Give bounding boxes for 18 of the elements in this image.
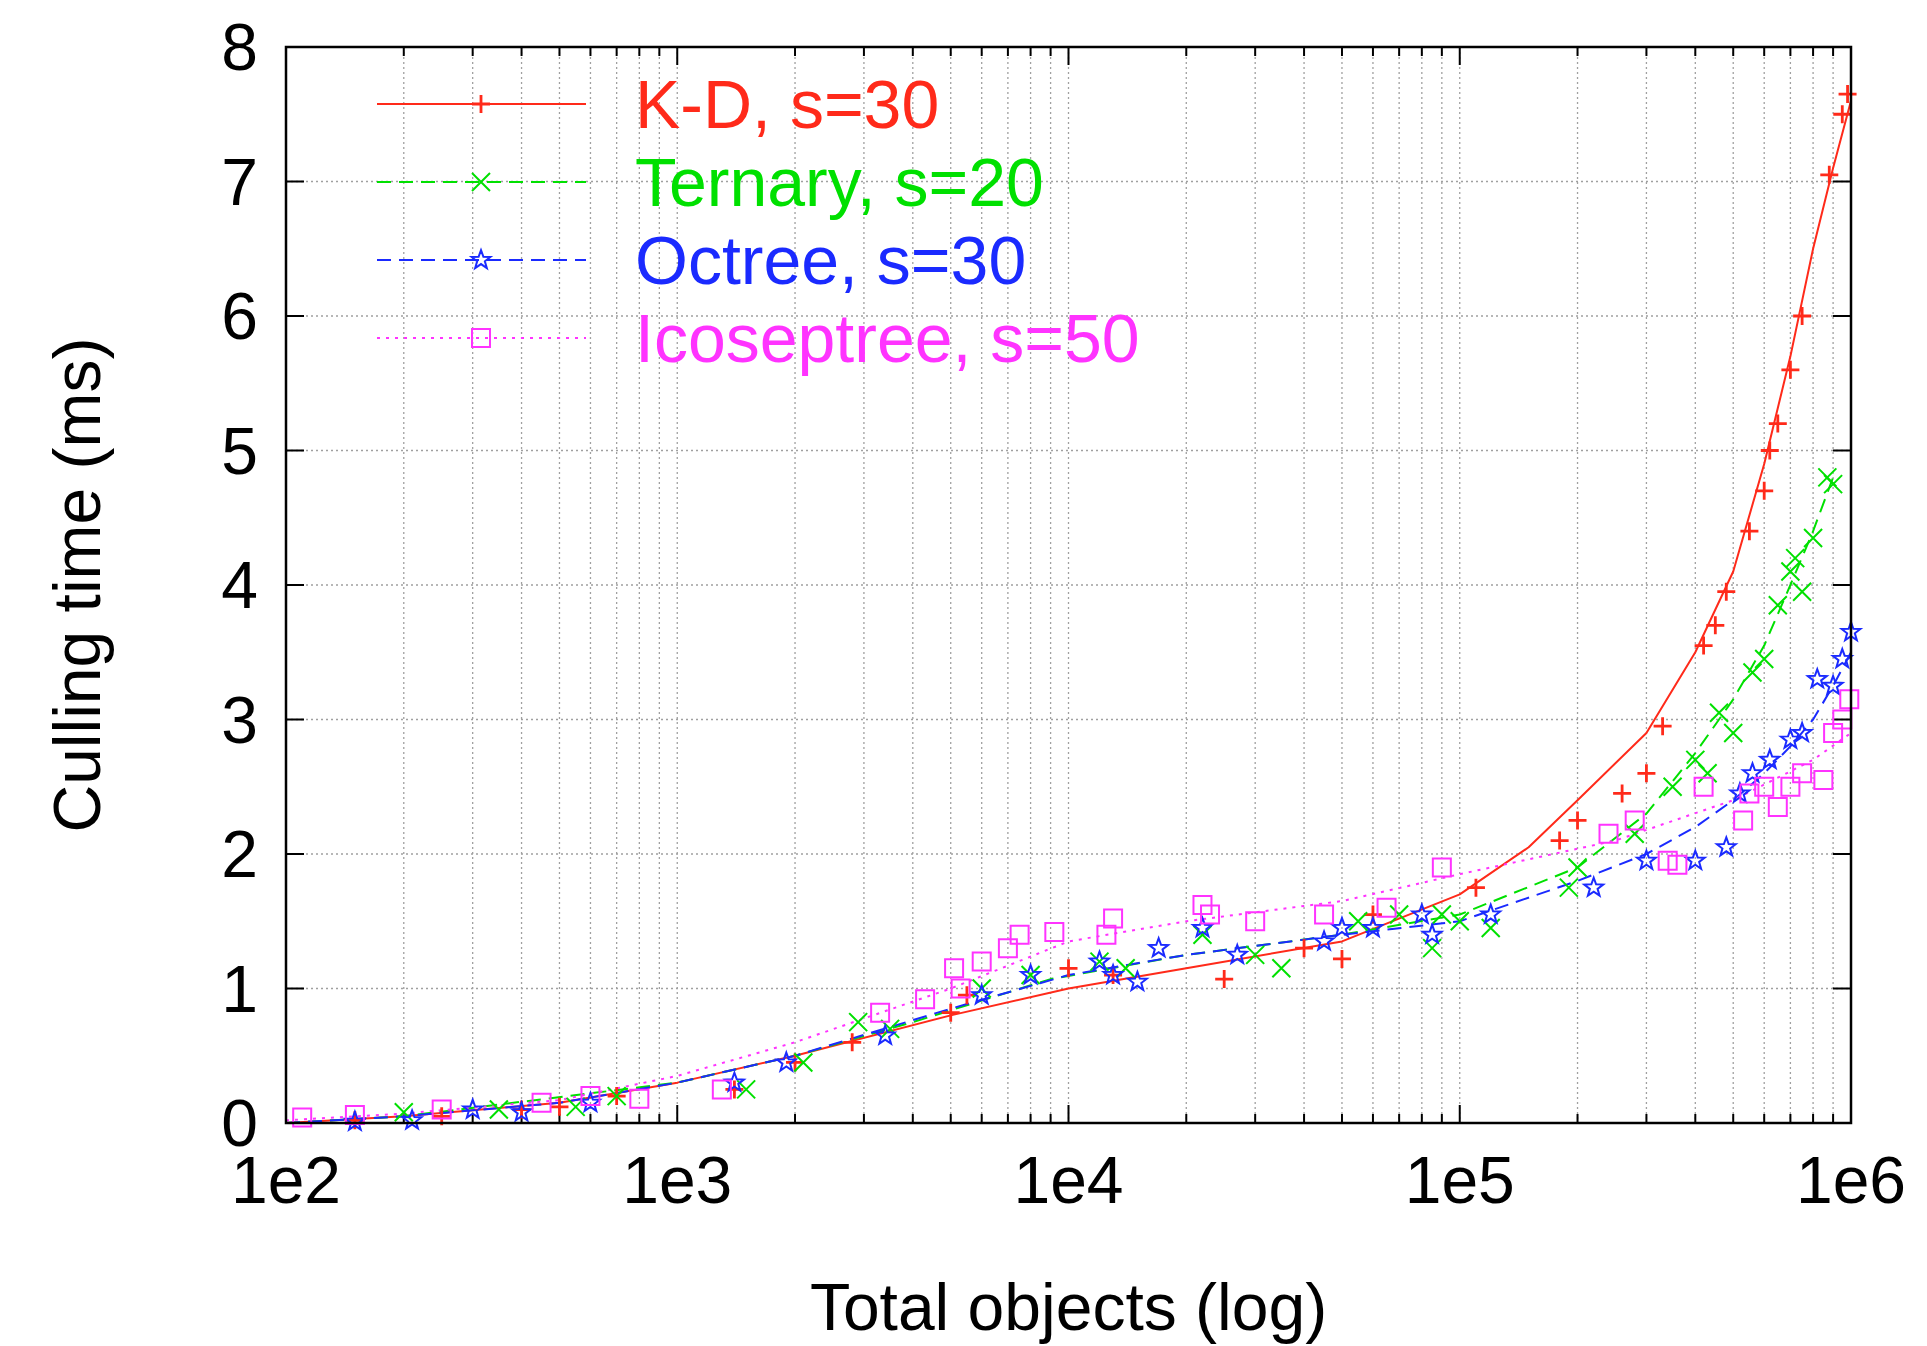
x-axis-title: Total objects (log) <box>809 1270 1328 1344</box>
x-tick-label: 1e6 <box>1795 1143 1907 1217</box>
y-tick-label: 4 <box>221 548 258 623</box>
y-tick-label: 5 <box>221 413 258 488</box>
y-tick-label: 3 <box>221 682 258 757</box>
legend-label: Ternary, s=20 <box>635 143 1044 220</box>
x-tick-label: 1e4 <box>1013 1143 1124 1217</box>
y-axis-title: Culling time (ms) <box>40 337 114 833</box>
legend-label: Icoseptree, s=50 <box>635 299 1140 376</box>
x-tick-label: 1e3 <box>622 1143 733 1217</box>
legend-label: Octree, s=30 <box>635 221 1027 298</box>
legend-label: K-D, s=30 <box>635 65 940 142</box>
y-tick-label: 7 <box>221 144 258 219</box>
y-tick-label: 6 <box>221 279 258 354</box>
x-tick-label: 1e5 <box>1404 1143 1515 1217</box>
y-tick-label: 1 <box>221 951 258 1026</box>
y-tick-label: 2 <box>221 817 258 892</box>
y-tick-label: 8 <box>221 10 258 85</box>
